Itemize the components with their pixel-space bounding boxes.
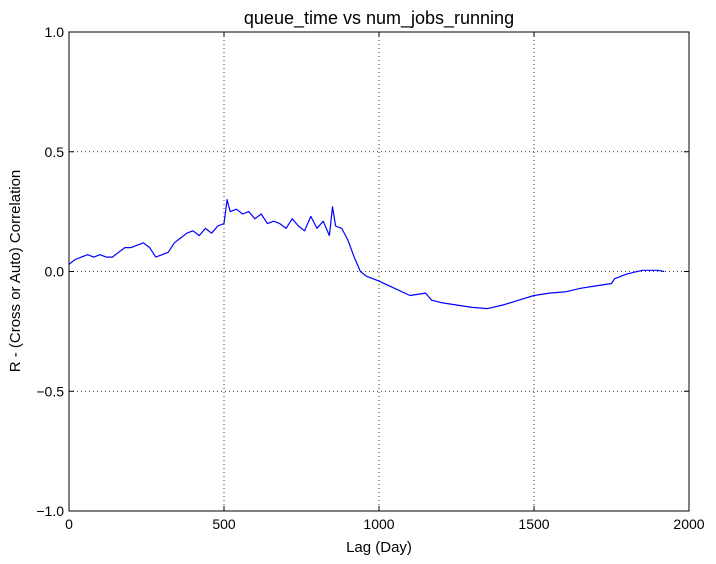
x-tick-label: 1000 [363, 516, 394, 532]
y-tick-label: −1.0 [36, 503, 64, 519]
tick-labels: 0 500 1000 1500 2000 −1.0 −0.5 0.0 0.5 1.0 [36, 24, 704, 532]
x-tick-label: 1500 [518, 516, 549, 532]
x-axis-label: Lag (Day) [346, 539, 412, 556]
y-tick-label: 0.0 [45, 264, 65, 280]
chart-title: queue_time vs num_jobs_running [244, 8, 514, 29]
y-tick-label: 1.0 [45, 24, 65, 40]
x-tick-label: 0 [65, 516, 73, 532]
x-tick-label: 500 [212, 516, 236, 532]
grid [69, 32, 689, 511]
x-tick-label: 2000 [673, 516, 704, 532]
ticks [68, 31, 690, 512]
plot-area [68, 199, 665, 310]
y-axis-label: R - (Cross or Auto) Correlation [7, 170, 24, 373]
series-line [68, 199, 665, 310]
y-tick-label: 0.5 [45, 144, 65, 160]
y-tick-label: −0.5 [36, 383, 64, 399]
